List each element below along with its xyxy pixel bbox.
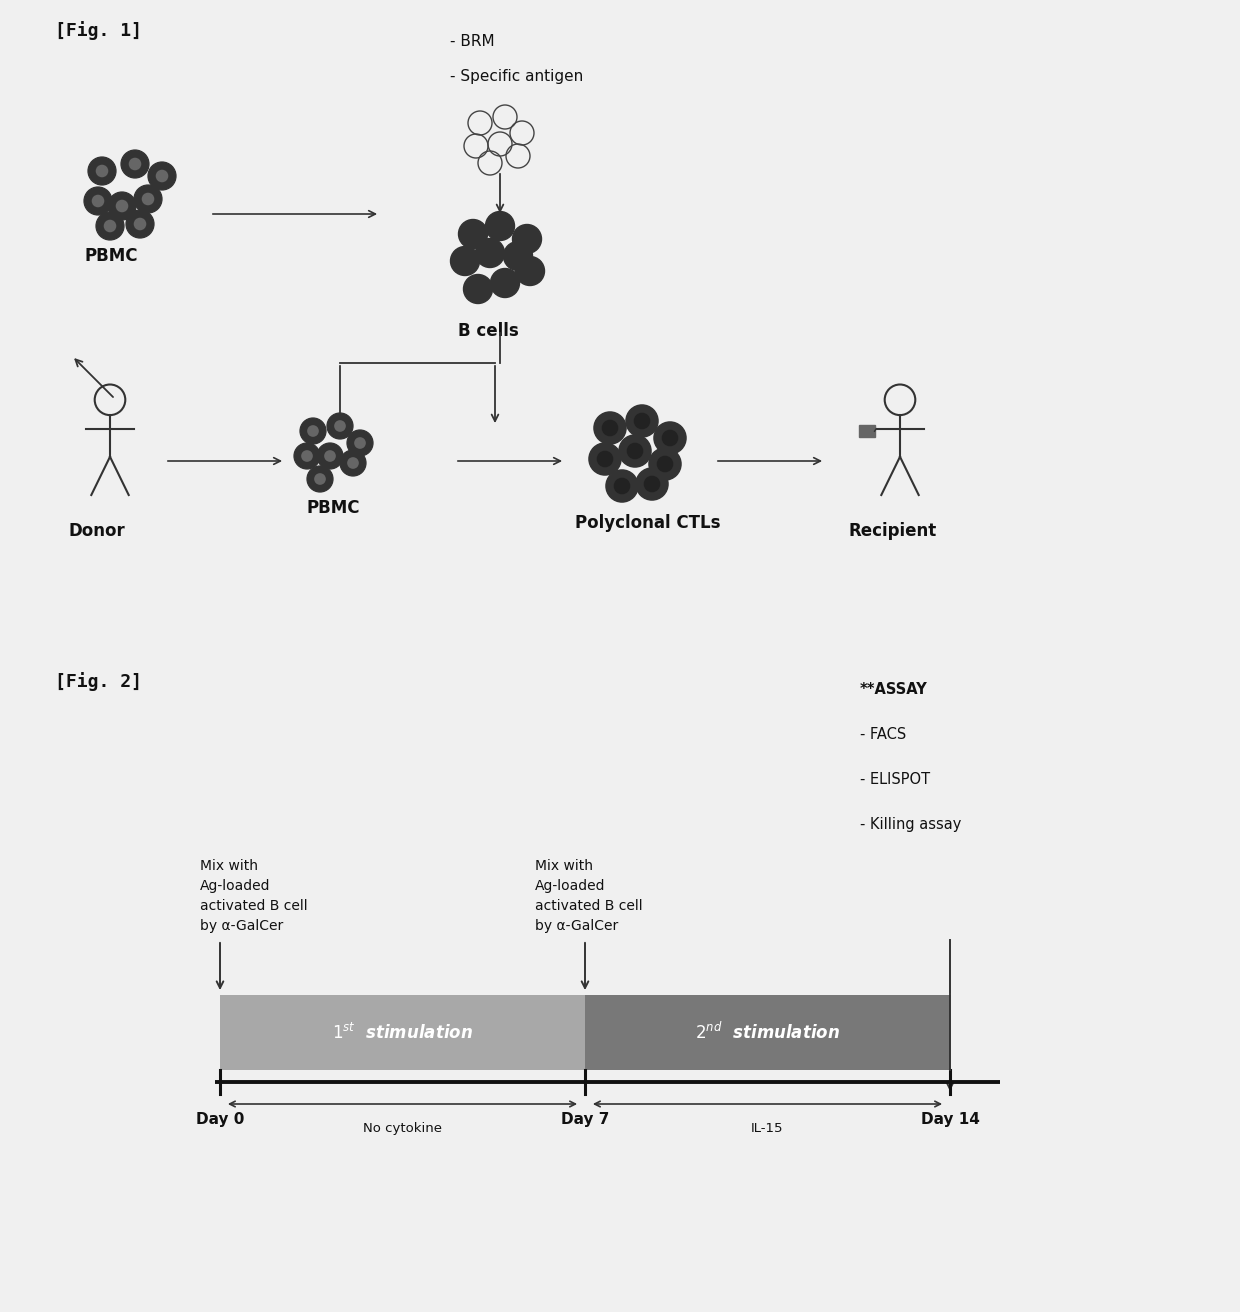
Circle shape: [601, 420, 619, 437]
Circle shape: [324, 450, 336, 462]
Circle shape: [355, 437, 366, 449]
Bar: [859, 425, 874, 437]
Circle shape: [662, 429, 678, 446]
Circle shape: [512, 224, 542, 253]
Text: - BRM: - BRM: [450, 34, 495, 49]
Text: PBMC: PBMC: [86, 247, 139, 265]
Text: - Specific antigen: - Specific antigen: [450, 70, 583, 84]
Text: No cytokine: No cytokine: [363, 1122, 441, 1135]
Circle shape: [308, 466, 334, 492]
Text: $1^{st}$  stimulation: $1^{st}$ stimulation: [332, 1022, 472, 1043]
Circle shape: [482, 245, 497, 260]
Text: **ASSAY: **ASSAY: [861, 682, 928, 697]
Circle shape: [606, 470, 639, 502]
Circle shape: [464, 274, 492, 303]
Circle shape: [300, 419, 326, 443]
Circle shape: [589, 443, 621, 475]
Circle shape: [108, 192, 136, 220]
Circle shape: [594, 412, 626, 443]
Circle shape: [649, 447, 681, 480]
Text: Day 0: Day 0: [196, 1113, 244, 1127]
Circle shape: [450, 247, 480, 276]
Circle shape: [340, 450, 366, 476]
Circle shape: [511, 249, 526, 264]
Text: Mix with
Ag-loaded
activated B cell
by α-GalCer: Mix with Ag-loaded activated B cell by α…: [534, 859, 642, 933]
Circle shape: [619, 436, 651, 467]
Circle shape: [347, 457, 358, 468]
Circle shape: [122, 150, 149, 178]
Circle shape: [104, 219, 117, 232]
Circle shape: [134, 218, 146, 231]
Circle shape: [458, 253, 472, 268]
Circle shape: [129, 157, 141, 171]
Circle shape: [503, 241, 532, 270]
Circle shape: [653, 422, 686, 454]
Circle shape: [596, 451, 614, 467]
Circle shape: [301, 450, 312, 462]
Circle shape: [95, 165, 108, 177]
Circle shape: [657, 455, 673, 472]
Circle shape: [88, 157, 117, 185]
Circle shape: [516, 257, 544, 286]
Circle shape: [95, 213, 124, 240]
Text: Donor: Donor: [68, 522, 125, 541]
Circle shape: [334, 420, 346, 432]
Circle shape: [626, 405, 658, 437]
Circle shape: [491, 269, 520, 298]
Text: - Killing assay: - Killing assay: [861, 817, 961, 832]
Circle shape: [466, 227, 480, 241]
Circle shape: [141, 193, 154, 205]
Circle shape: [523, 264, 537, 278]
Circle shape: [644, 476, 661, 492]
Text: PBMC: PBMC: [308, 499, 361, 517]
Circle shape: [134, 185, 162, 213]
Circle shape: [459, 219, 487, 248]
Text: IL-15: IL-15: [751, 1122, 784, 1135]
Text: B cells: B cells: [458, 321, 518, 340]
Circle shape: [492, 219, 507, 234]
Circle shape: [92, 194, 104, 207]
Circle shape: [148, 161, 176, 190]
Text: [Fig. 2]: [Fig. 2]: [55, 672, 143, 691]
Text: Polyclonal CTLs: Polyclonal CTLs: [575, 514, 720, 531]
Circle shape: [317, 443, 343, 468]
Circle shape: [327, 413, 353, 440]
Circle shape: [471, 282, 485, 297]
Circle shape: [636, 468, 668, 500]
Circle shape: [475, 239, 505, 268]
Text: Day 14: Day 14: [920, 1113, 980, 1127]
Circle shape: [497, 276, 512, 290]
Circle shape: [520, 232, 534, 247]
Circle shape: [634, 413, 650, 429]
Text: - FACS: - FACS: [861, 727, 906, 743]
Text: - ELISPOT: - ELISPOT: [861, 771, 930, 787]
Text: $2^{nd}$  stimulation: $2^{nd}$ stimulation: [694, 1022, 839, 1043]
Circle shape: [486, 211, 515, 240]
Text: Day 7: Day 7: [560, 1113, 609, 1127]
Circle shape: [115, 199, 128, 213]
Text: Recipient: Recipient: [848, 522, 936, 541]
Circle shape: [308, 425, 319, 437]
Circle shape: [294, 443, 320, 468]
Circle shape: [614, 478, 630, 495]
Bar: [219, 994, 585, 1071]
Circle shape: [156, 169, 169, 182]
Circle shape: [626, 442, 644, 459]
Circle shape: [84, 188, 112, 215]
Text: Mix with
Ag-loaded
activated B cell
by α-GalCer: Mix with Ag-loaded activated B cell by α…: [200, 859, 308, 933]
Bar: [585, 994, 950, 1071]
Text: [Fig. 1]: [Fig. 1]: [55, 21, 143, 39]
Circle shape: [126, 210, 154, 237]
Circle shape: [347, 430, 373, 457]
Circle shape: [314, 474, 326, 485]
